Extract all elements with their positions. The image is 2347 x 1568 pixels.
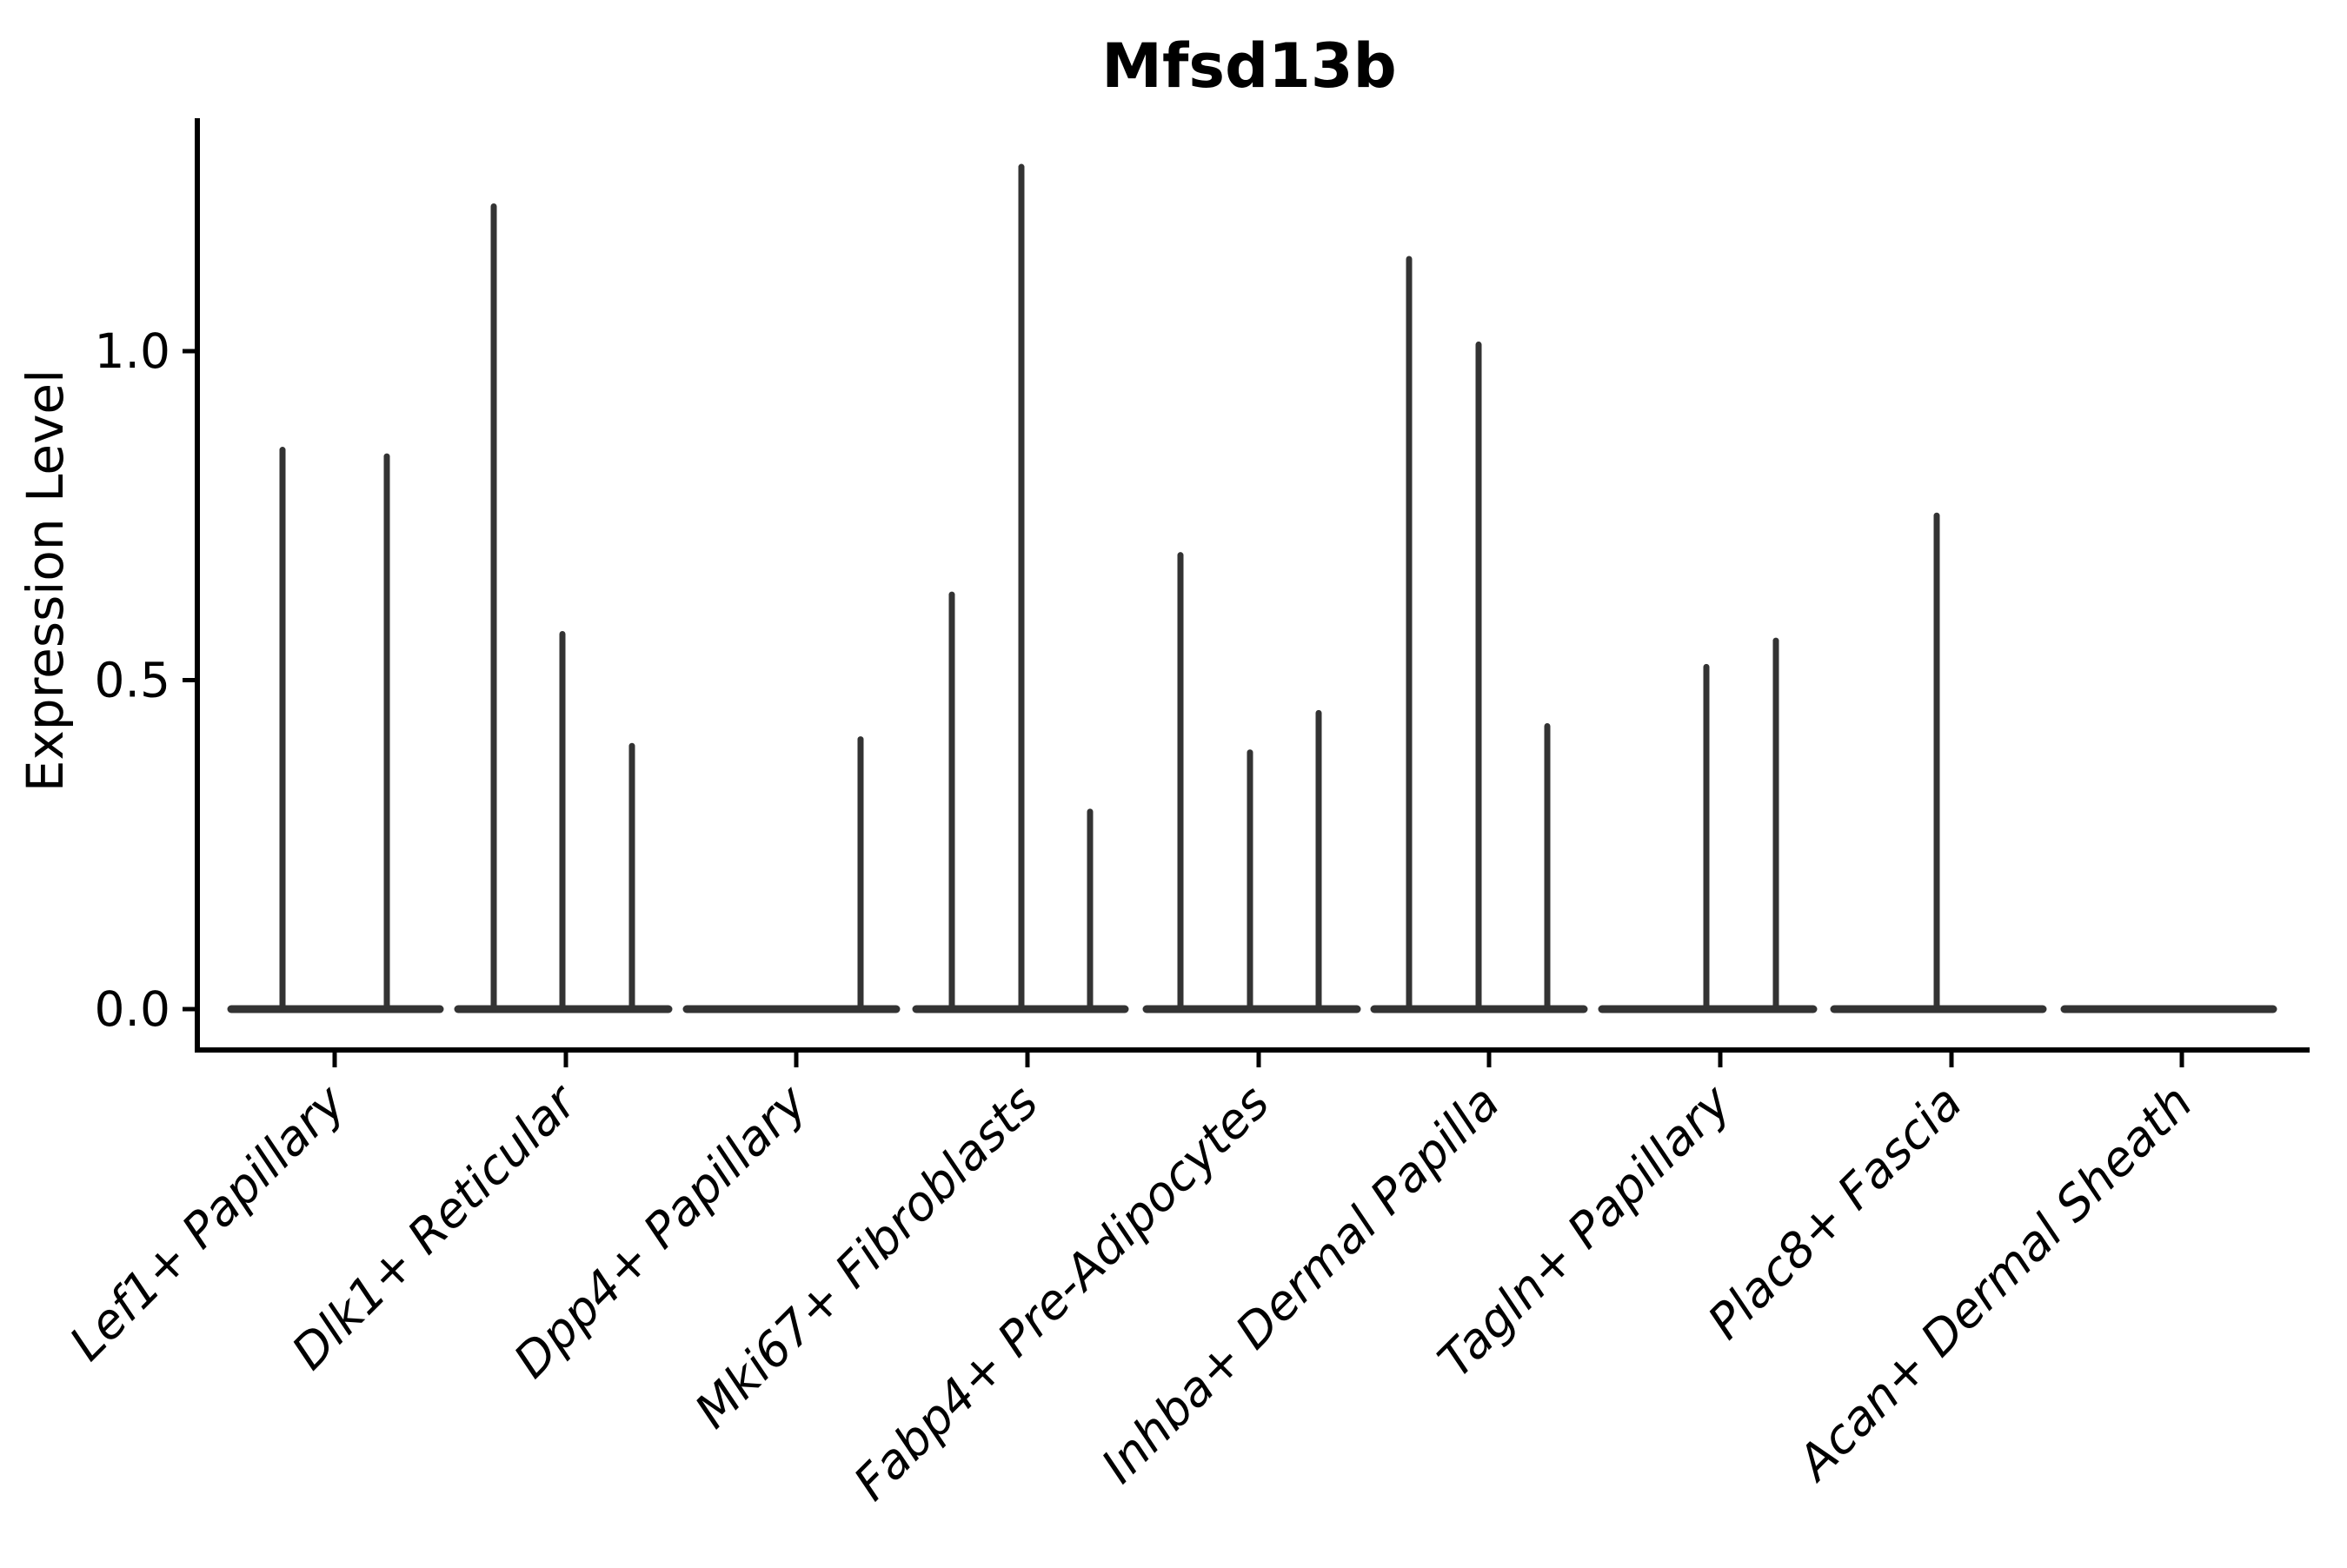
x-tick-label: Inhba+ Dermal Papilla — [1091, 1074, 1510, 1493]
y-tick-label: 1.0 — [95, 323, 170, 379]
x-axis-ticks — [332, 1053, 2184, 1067]
y-tick-label: 0.0 — [95, 981, 170, 1037]
y-tick-label: 0.5 — [95, 653, 170, 708]
x-tick-label: Acan+ Dermal Sheath — [1785, 1074, 2204, 1492]
chart-title: Mfsd13b — [1101, 30, 1396, 102]
violin-bodies — [227, 163, 2277, 1013]
y-axis-ticks: 0.0 0.5 1.0 — [95, 323, 197, 1037]
x-tick-label: Fabp4+ Pre-Adipocytes — [843, 1074, 1280, 1511]
y-axis-label: Expression Level — [16, 369, 75, 792]
